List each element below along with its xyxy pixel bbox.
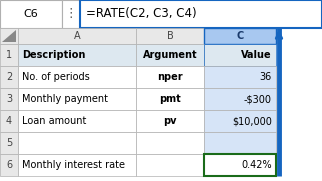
Bar	[0, 154, 18, 176]
Text: -$300: -$300	[244, 94, 272, 104]
Bar	[80, 0, 322, 28]
Bar	[136, 110, 204, 132]
Text: No. of periods: No. of periods	[22, 72, 90, 82]
Bar	[18, 66, 136, 88]
Bar	[204, 28, 276, 44]
Bar	[204, 154, 276, 176]
Text: pv: pv	[163, 116, 177, 126]
Text: Loan amount: Loan amount	[22, 116, 86, 126]
Text: Argument: Argument	[143, 50, 197, 60]
Text: Monthly interest rate: Monthly interest rate	[22, 160, 125, 170]
Bar	[136, 28, 204, 44]
Text: pmt: pmt	[159, 94, 181, 104]
Bar	[136, 66, 204, 88]
Bar	[0, 110, 18, 132]
Bar	[18, 110, 136, 132]
Bar	[18, 28, 136, 44]
Bar	[136, 44, 204, 66]
Text: Description: Description	[22, 50, 85, 60]
Text: =RATE(C2, C3, C4): =RATE(C2, C3, C4)	[86, 7, 197, 20]
Text: 3: 3	[6, 94, 12, 104]
Text: Monthly payment: Monthly payment	[22, 94, 108, 104]
Bar	[18, 44, 136, 66]
Bar	[204, 88, 276, 110]
Text: $10,000: $10,000	[232, 116, 272, 126]
Text: 0.42%: 0.42%	[242, 160, 272, 170]
Bar	[0, 66, 18, 88]
Text: C6: C6	[24, 9, 38, 19]
Bar	[136, 132, 204, 154]
Text: 6: 6	[6, 160, 12, 170]
Bar	[204, 132, 276, 154]
Bar	[204, 110, 276, 132]
Text: 1: 1	[6, 50, 12, 60]
Bar	[0, 88, 18, 110]
Bar	[0, 132, 18, 154]
Text: B: B	[166, 31, 173, 41]
Bar	[18, 132, 136, 154]
Bar	[0, 28, 18, 44]
Text: nper: nper	[157, 72, 183, 82]
Text: 4: 4	[6, 116, 12, 126]
Bar	[0, 0, 62, 28]
Bar	[204, 66, 276, 88]
Bar	[204, 44, 276, 66]
Bar	[136, 88, 204, 110]
Polygon shape	[2, 30, 16, 42]
Text: Value: Value	[242, 50, 272, 60]
Bar	[18, 88, 136, 110]
Bar	[0, 44, 18, 66]
Text: 5: 5	[6, 138, 12, 148]
Bar	[62, 0, 80, 28]
Bar	[18, 154, 136, 176]
Text: 2: 2	[6, 72, 12, 82]
Bar	[136, 154, 204, 176]
Text: A: A	[74, 31, 80, 41]
Text: ⋮: ⋮	[65, 7, 77, 20]
Text: 36: 36	[260, 72, 272, 82]
Text: C: C	[236, 31, 244, 41]
